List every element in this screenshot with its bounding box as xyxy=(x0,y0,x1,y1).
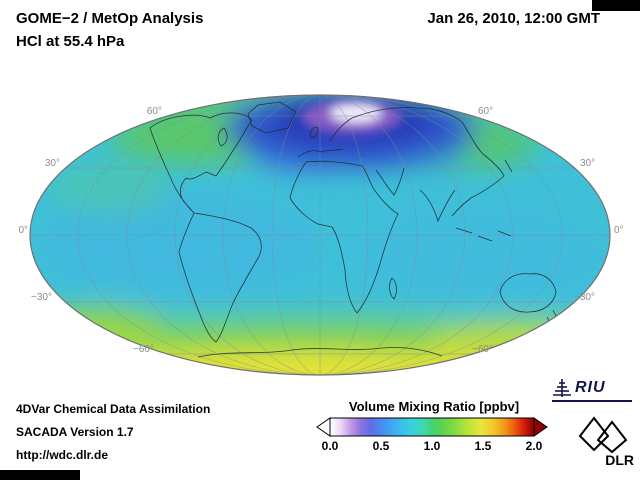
lat-label-right-30: 30° xyxy=(580,158,596,169)
colorbar-left-arrow xyxy=(316,417,331,437)
lat-label-left-0: 0° xyxy=(18,225,28,236)
lat-label-right-0: 0° xyxy=(614,225,624,236)
colorbar-tick-4: 2.0 xyxy=(525,439,543,453)
riu-logo-rule xyxy=(552,400,632,402)
riu-logo-text: RIU xyxy=(575,379,606,396)
riu-logo: RIU xyxy=(552,378,636,408)
lat-label-right-60: 60° xyxy=(478,106,494,117)
lat-label-left-60: 60° xyxy=(146,106,162,117)
lat-label-right-m60: −60° xyxy=(472,344,493,355)
colorbar-gradient xyxy=(316,417,548,437)
black-bar-bottom-left xyxy=(0,470,80,480)
colorbar-right-arrow xyxy=(533,417,548,437)
colorbar-tick-3: 1.5 xyxy=(474,439,492,453)
page-title: GOME−2 / MetOp Analysis xyxy=(16,10,204,27)
lat-label-left-m60: −60° xyxy=(133,344,154,355)
colorbar-tick-0: 0.0 xyxy=(321,439,339,453)
dlr-bird-icon xyxy=(578,416,628,454)
dlr-logo: DLR xyxy=(566,410,636,470)
footer-line-1: 4DVar Chemical Data Assimilation xyxy=(16,402,211,416)
footer-line-3: http://wdc.dlr.de xyxy=(16,448,108,462)
riu-spire-icon xyxy=(553,379,571,397)
lat-label-left-m30: −30° xyxy=(31,292,52,303)
colorbar-tick-1: 0.5 xyxy=(372,439,390,453)
dlr-logo-text: DLR xyxy=(605,452,634,468)
colorbar-title: Volume Mixing Ratio [ppbv] xyxy=(348,399,520,414)
colorbar-tick-2: 1.0 xyxy=(423,439,441,453)
lat-label-left-30: 30° xyxy=(44,158,60,169)
page-subtitle: HCl at 55.4 hPa xyxy=(16,33,125,50)
timestamp: Jan 26, 2010, 12:00 GMT xyxy=(427,10,600,27)
footer-line-2: SACADA Version 1.7 xyxy=(16,425,134,439)
black-bar-top-right xyxy=(592,0,640,11)
globe-field xyxy=(30,95,610,375)
lat-label-right-m30: −30° xyxy=(574,292,595,303)
globe-outline xyxy=(29,94,611,376)
coastlines xyxy=(149,101,558,358)
